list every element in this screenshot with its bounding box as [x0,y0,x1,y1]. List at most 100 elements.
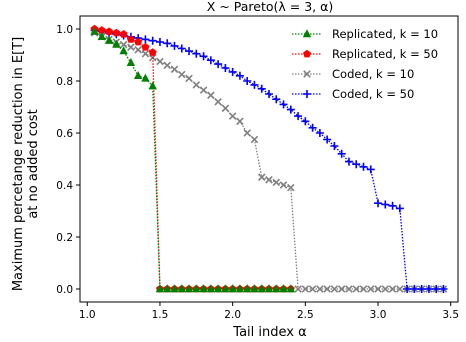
data-point [141,35,150,44]
data-point [417,285,426,293]
data-point [126,35,135,43]
data-point [214,60,223,69]
data-point [105,27,114,35]
data-point [206,284,216,293]
data-point [381,200,390,209]
data-point [395,204,404,213]
legend-label: Coded, k = 10 [332,67,414,81]
data-point [148,48,157,56]
data-point [315,129,324,137]
data-point [141,49,150,58]
data-point [163,284,172,293]
data-point [163,39,172,48]
data-point [424,285,433,293]
data-point [206,56,215,65]
data-point [192,49,201,58]
data-point [257,84,266,93]
data-point [337,285,346,293]
plot-frame [79,15,459,303]
data-point [97,26,106,34]
legend-label: Replicated, k = 50 [332,47,438,61]
data-point [323,285,331,293]
data-point [337,149,346,158]
legend-entry: Coded, k = 10 [292,67,414,81]
data-point [155,38,164,46]
y-tick-label: 0.2 [56,232,73,244]
data-point [148,36,157,45]
data-point [243,77,252,85]
data-point [294,112,303,121]
y-tick-label: 0.4 [56,180,73,192]
data-point [396,285,404,293]
data-point [308,285,317,293]
series-3 [90,26,448,293]
data-point [403,285,412,293]
data-point [235,71,244,80]
data-point [90,26,99,35]
data-point [366,165,375,174]
data-point [235,284,245,293]
data-point [228,67,237,76]
data-point [97,32,107,40]
data-point [287,183,295,192]
data-point [286,284,296,293]
data-point [352,160,361,169]
data-point [279,181,288,189]
data-point [242,284,252,293]
legend-label: Replicated, k = 10 [332,27,438,41]
data-point [279,284,288,293]
data-point [133,71,143,79]
legend: Replicated, k = 10 Replicated, k = 50 Code… [292,27,438,101]
data-point [141,73,150,82]
data-point [264,284,274,293]
x-tick-label: 2.0 [224,309,241,321]
data-point [170,65,179,74]
data-point [345,285,353,293]
data-point [199,284,208,293]
data-point [330,285,339,293]
data-point [265,176,273,184]
data-point [177,44,186,53]
y-tick-label: 1.0 [56,24,73,36]
data-point [112,39,121,48]
data-point [134,46,142,54]
x-axis-label: Tail index α [232,325,306,340]
plot-area [90,24,448,293]
series-0 [90,26,296,293]
data-point [155,284,165,293]
data-point [199,52,208,61]
data-point [163,61,171,70]
data-point [228,112,237,120]
data-point [178,70,186,79]
y-axis-label: Maximum percetange reduction in E[T] at … [11,37,41,291]
data-point [410,285,419,293]
data-point [126,58,136,66]
data-point [286,105,295,114]
data-point [112,28,121,37]
data-point [367,285,375,293]
data-point [221,64,230,72]
legend-label: Coded, k = 50 [332,87,414,101]
data-point [192,284,201,293]
legend-marker [303,49,311,58]
data-point [119,40,128,49]
data-point [127,43,135,51]
data-point [184,284,194,293]
data-point [381,285,390,293]
data-point [148,81,157,90]
data-point [192,81,201,89]
legend-entry: Coded, k = 50 [292,87,414,101]
legend-marker [303,70,311,78]
data-point [359,285,368,293]
series-line [94,31,291,290]
data-point [359,162,368,171]
data-point [228,284,237,293]
data-point [257,284,266,293]
data-point [221,284,230,293]
data-point [374,285,382,293]
y-axis-label-line2: at no added cost [26,109,41,218]
data-point [301,285,310,293]
y-tick-label: 0.0 [56,284,73,296]
data-point [170,284,179,293]
